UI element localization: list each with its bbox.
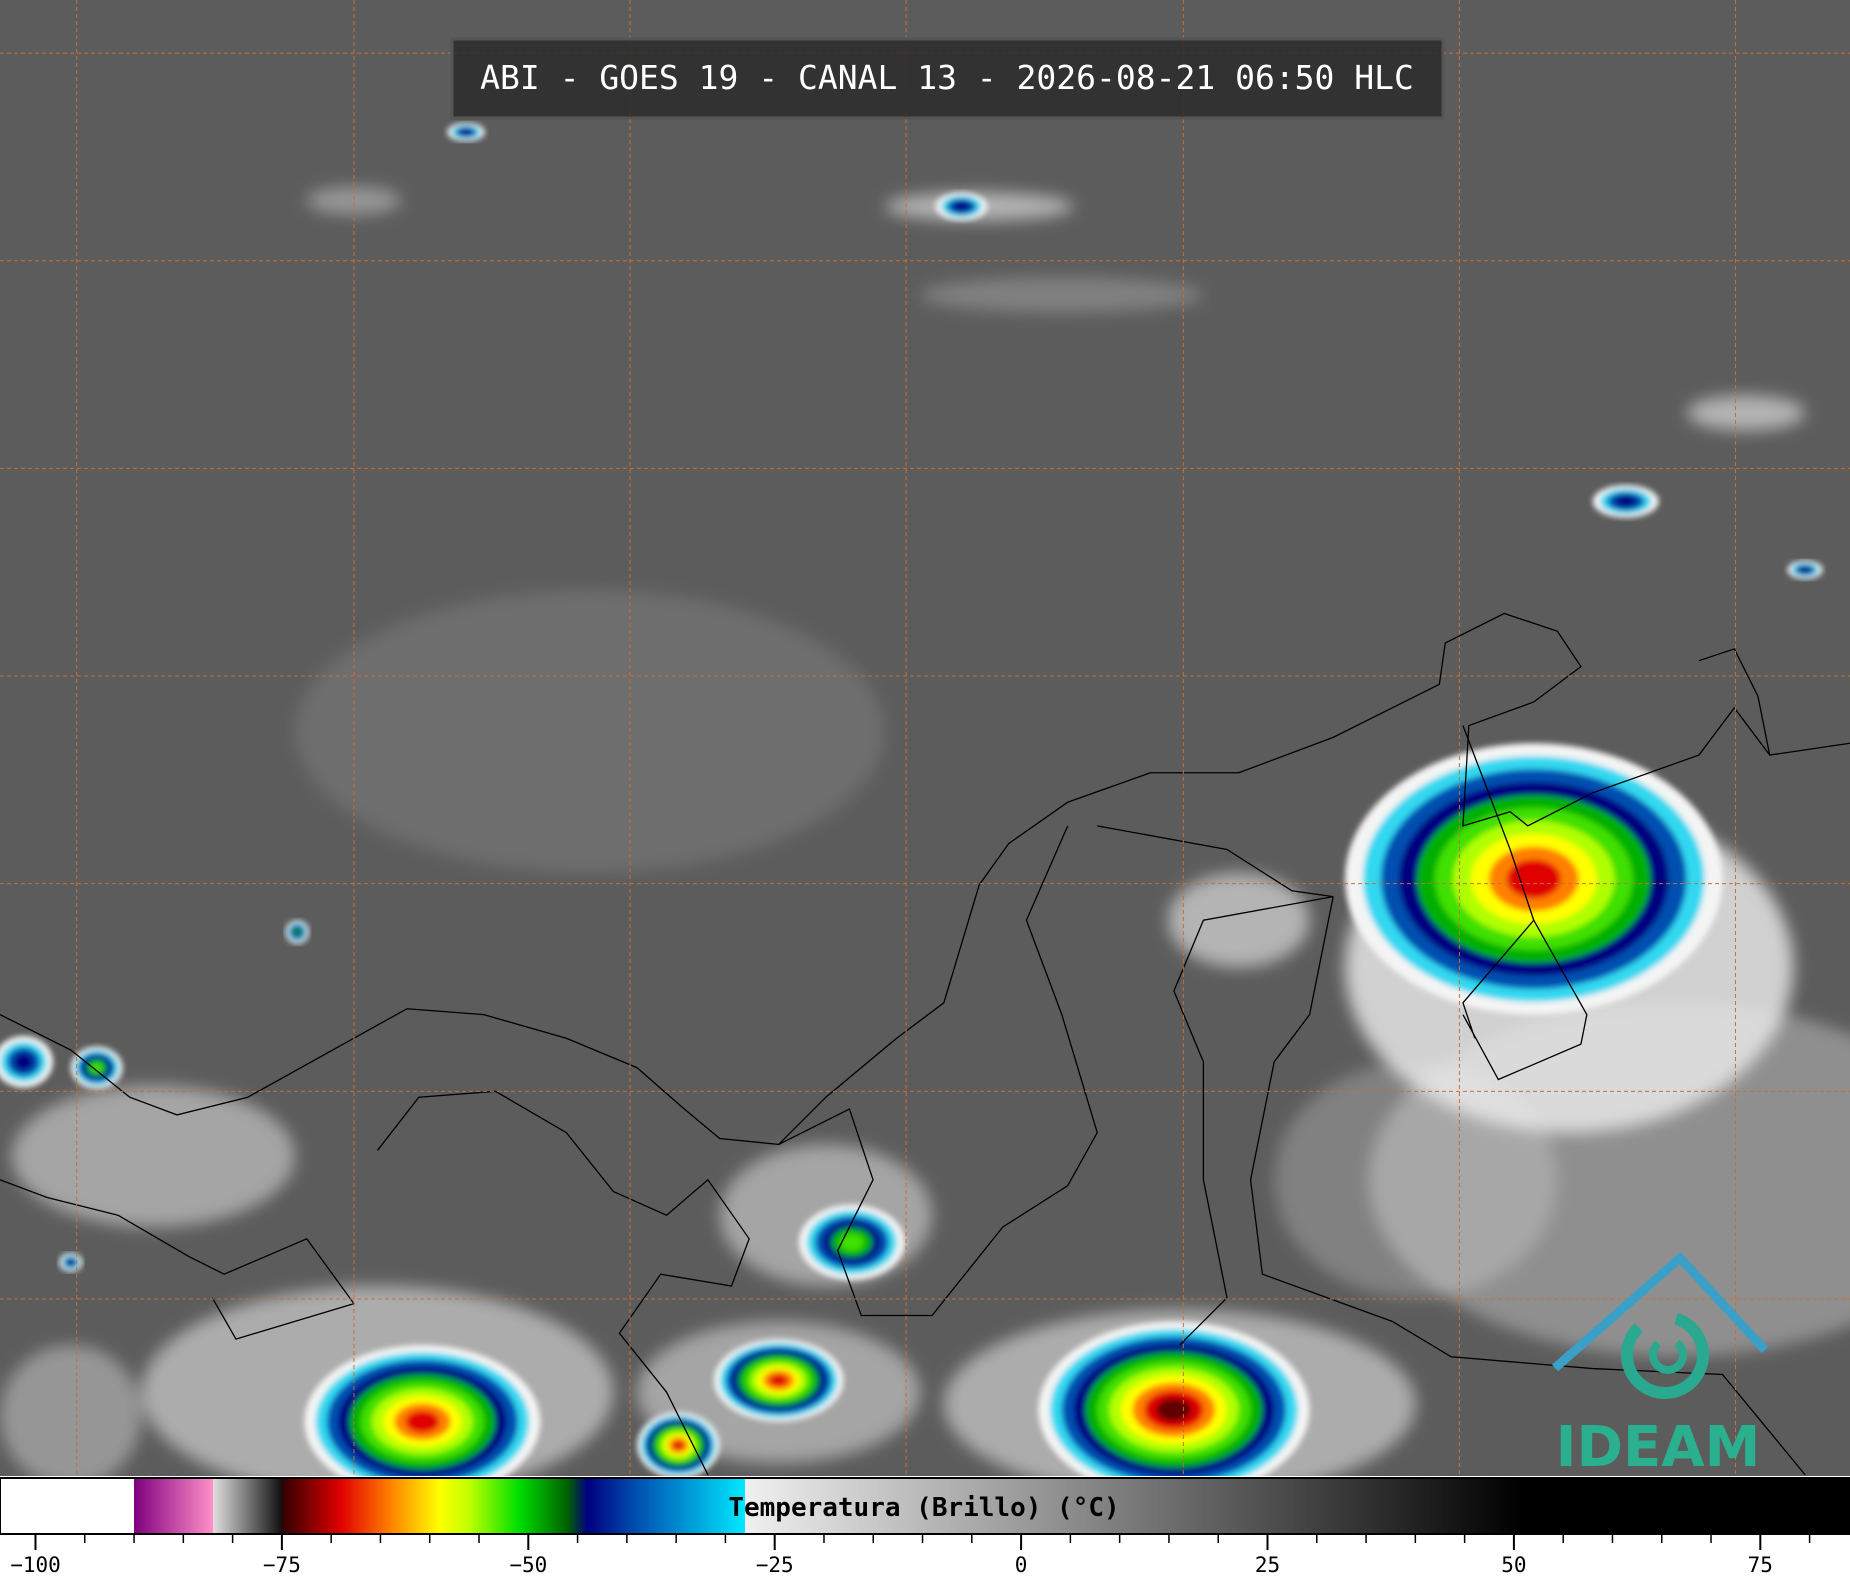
storm-cell <box>1787 560 1823 580</box>
cloud <box>0 1344 142 1476</box>
tick-label: 75 <box>1748 1553 1773 1577</box>
storm-cell <box>935 192 988 221</box>
coastlines <box>0 612 1850 1476</box>
cloud <box>11 1085 295 1227</box>
storm-ring <box>1614 495 1637 507</box>
storm-ring <box>405 1410 440 1433</box>
cloud-field <box>0 186 1850 1476</box>
storm-cell <box>0 1035 54 1088</box>
title-box <box>450 37 1445 120</box>
colorbar: Temperatura (Brillo) (°C) −100 −75 −50 −25 0… <box>0 1477 1850 1577</box>
lat-lon-grid <box>0 0 1850 1476</box>
coastline <box>0 612 1700 1146</box>
tick-label: −25 <box>756 1553 794 1577</box>
cloud <box>1274 1061 1558 1298</box>
storm-cell <box>304 1344 541 1476</box>
tick-label: −50 <box>509 1553 547 1577</box>
storm-cell <box>1038 1321 1310 1476</box>
storm-cell <box>285 920 310 944</box>
storm-ring <box>769 1374 788 1387</box>
storm-ring <box>1799 566 1811 573</box>
storm-ring <box>672 1440 685 1450</box>
storm-cell <box>70 1046 123 1089</box>
border <box>1698 648 1850 756</box>
tick-label: −100 <box>10 1553 61 1577</box>
storm-ring <box>1156 1398 1192 1422</box>
storm-ring <box>13 1053 34 1071</box>
logo-spiral <box>1649 1336 1687 1374</box>
storm-cell <box>58 1252 83 1272</box>
storm-cells <box>0 122 1823 1476</box>
border <box>778 725 1806 1476</box>
logo: IDEAM <box>1552 1251 1769 1480</box>
storm-ring <box>66 1259 75 1266</box>
storm-ring <box>90 1062 103 1073</box>
storm-ring <box>839 1233 865 1252</box>
colorbar-title: Temperatura (Brillo) (°C) <box>728 1493 1119 1523</box>
satellite-map: IDEAM ABI - GOES 19 - CANAL 13 - 2026-08… <box>0 0 1850 1480</box>
tick-label: 0 <box>1015 1553 1028 1577</box>
storm-cell <box>1592 484 1659 518</box>
cloud <box>1168 873 1310 968</box>
cloud <box>1687 395 1806 431</box>
logo-text: IDEAM <box>1556 1415 1761 1480</box>
storm-cell <box>713 1339 844 1422</box>
tick-label: 25 <box>1255 1553 1280 1577</box>
cloud <box>920 277 1204 313</box>
logo-spiral <box>1621 1311 1709 1399</box>
storm-ring <box>294 928 301 936</box>
storm-cell <box>637 1412 720 1476</box>
coastline <box>0 1090 750 1476</box>
cloud <box>294 589 885 874</box>
tick-label: 50 <box>1501 1553 1526 1577</box>
storm-ring <box>952 201 971 212</box>
storm-ring <box>459 128 473 136</box>
storm-cell <box>1344 743 1723 1015</box>
storm-ring <box>1506 859 1561 899</box>
storm-cell <box>447 122 485 142</box>
tick-label: −75 <box>263 1553 301 1577</box>
storm-cell <box>798 1204 905 1281</box>
cloud <box>306 186 402 215</box>
title: ABI - GOES 19 - CANAL 13 - 2026-08-21 06… <box>480 58 1414 97</box>
logo-roof <box>1552 1251 1769 1372</box>
colorbar-gradient <box>0 1477 1850 1535</box>
